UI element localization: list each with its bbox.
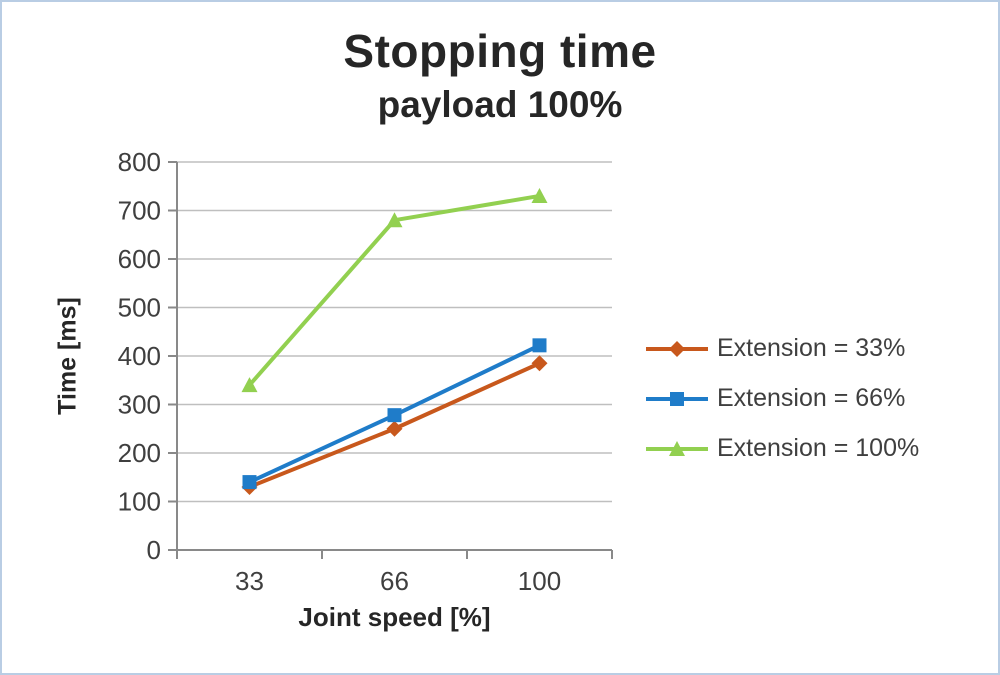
legend-item: Extension = 33% xyxy=(645,334,919,363)
legend: Extension = 33% Extension = 66% Extensio… xyxy=(645,334,919,463)
svg-text:100: 100 xyxy=(118,487,161,517)
legend-sample-triangle-icon xyxy=(646,440,708,456)
svg-text:300: 300 xyxy=(118,390,161,420)
legend-item: Extension = 100% xyxy=(645,434,919,463)
svg-text:100: 100 xyxy=(518,566,561,596)
svg-text:500: 500 xyxy=(118,293,161,323)
svg-text:200: 200 xyxy=(118,438,161,468)
svg-text:400: 400 xyxy=(118,341,161,371)
legend-sample-square-icon xyxy=(646,391,708,406)
y-axis-title: Time [ms] xyxy=(53,297,82,415)
legend-item: Extension = 66% xyxy=(645,384,919,413)
svg-text:0: 0 xyxy=(147,535,161,565)
svg-text:33: 33 xyxy=(235,566,264,596)
chart-subtitle: payload 100% xyxy=(377,84,623,125)
legend-label: Extension = 66% xyxy=(717,384,906,412)
svg-text:800: 800 xyxy=(118,147,161,177)
svg-text:600: 600 xyxy=(118,244,161,274)
chart-title: Stopping time xyxy=(343,25,657,77)
legend-sample-diamond-icon xyxy=(646,340,708,357)
legend-label: Extension = 100% xyxy=(717,434,920,462)
svg-text:700: 700 xyxy=(118,196,161,226)
svg-text:66: 66 xyxy=(380,566,409,596)
legend-label: Extension = 33% xyxy=(717,334,906,362)
x-axis-title: Joint speed [%] xyxy=(298,602,491,632)
